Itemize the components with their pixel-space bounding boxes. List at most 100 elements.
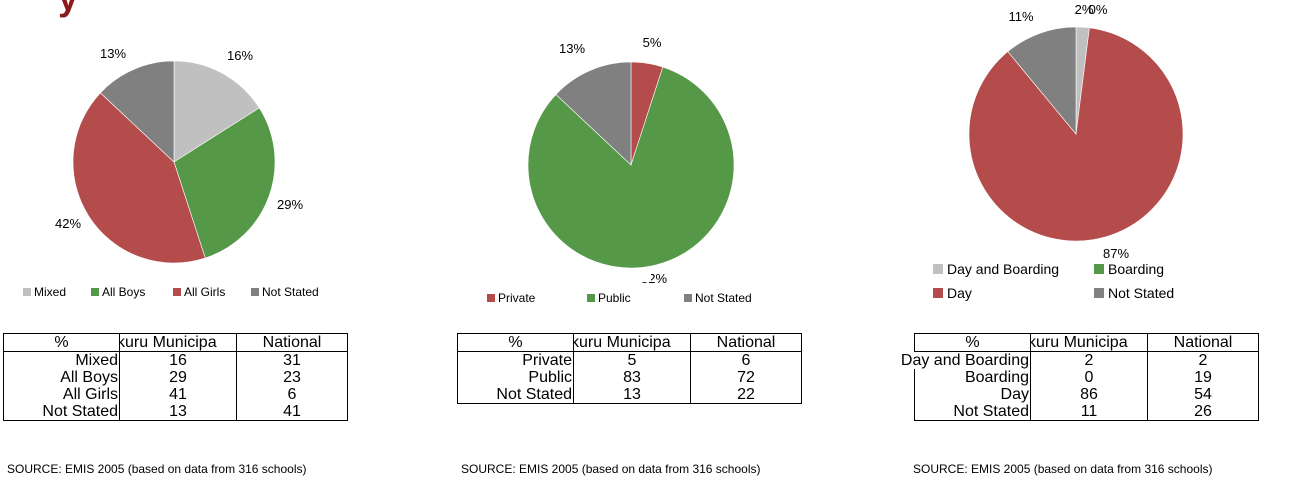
- pie-data-label-mixed: 16%: [227, 48, 253, 63]
- label-clip-mask: [1056, 244, 1096, 255]
- legend-item-all-girls: All Girls: [173, 285, 225, 299]
- pie-data-label-not-stated: 13%: [559, 41, 585, 56]
- table-cell-text: Day and Boarding: [900, 352, 1029, 369]
- table-cell: All Girls: [3, 386, 120, 403]
- table-cell: 41: [119, 386, 237, 403]
- table-cell: Not Stated: [457, 386, 574, 404]
- legend-item-day: Day: [933, 285, 972, 301]
- legend-item-boarding: Boarding: [1094, 261, 1164, 277]
- table-cell: 86: [1030, 386, 1148, 403]
- legend-swatch: [1094, 264, 1104, 274]
- table-cell: 22: [690, 386, 802, 404]
- table-row: Public 83 72: [457, 369, 802, 386]
- pie-school-type: 16% 29% 42% 13%: [55, 46, 303, 264]
- table-row: Not Stated 11 26: [914, 403, 1259, 421]
- table-cell: 29: [119, 369, 237, 386]
- table-cell: 72: [690, 369, 802, 386]
- table-row: Mixed 16 31: [3, 351, 348, 369]
- table-header-row: % kuru Municipa National: [457, 333, 802, 352]
- table-cell: Not Stated: [914, 403, 1031, 421]
- table-cell: 6: [236, 386, 348, 403]
- legend-item-not-stated: Not Stated: [684, 291, 752, 305]
- table-cell: 6: [690, 351, 802, 369]
- table-header-cell: National: [1147, 333, 1259, 352]
- table-header-cell: kuru Municipa: [1030, 333, 1148, 352]
- table-cell: 16: [119, 351, 237, 369]
- table-cell: Boarding: [914, 369, 1031, 386]
- legend-label: Not Stated: [1108, 285, 1175, 301]
- table-cell: 41: [236, 403, 348, 421]
- table-cell: 13: [573, 386, 691, 404]
- table-row: All Boys 29 23: [3, 369, 348, 386]
- pie-boarding: 2%0% 87% 11%: [968, 2, 1184, 261]
- table-header-cell: National: [690, 333, 802, 352]
- table-cell: 23: [236, 369, 348, 386]
- legend-label: Boarding: [1108, 261, 1165, 277]
- legend-item-all-boys: All Boys: [91, 285, 145, 299]
- table-cell: Private: [457, 351, 574, 369]
- pie-ownership: 5%82%13%: [527, 35, 735, 286]
- legend-swatch: [1094, 288, 1104, 298]
- label-clip-mask: [611, 272, 651, 282]
- pie-slice-not-stated: [99, 60, 175, 163]
- table-cell: 83: [573, 369, 691, 386]
- legend-swatch: [173, 288, 181, 296]
- table-school-type: % kuru Municipa National Mixed 16 31 All Boys 2…: [3, 333, 348, 421]
- table-header-row: % kuru Municipa National: [3, 333, 348, 352]
- legend-swatch: [933, 264, 943, 274]
- pie-data-label-not-stated: 11%: [1008, 9, 1033, 24]
- table-row: Not Stated 13 41: [3, 403, 348, 421]
- table-header-cell: kuru Municipa: [119, 333, 237, 352]
- legend-swatch: [933, 288, 943, 298]
- legend-swatch: [587, 294, 595, 302]
- table-header-cell: %: [3, 333, 120, 352]
- legend-swatch: [91, 288, 99, 296]
- table-boarding: % kuru Municipa National Day and Boarding 2 2…: [900, 333, 1259, 421]
- table-cell: Day and Boarding: [900, 351, 1031, 369]
- table-cell: Mixed: [3, 351, 120, 369]
- legend-swatch: [684, 294, 692, 302]
- legend-swatch: [251, 288, 259, 296]
- page-title-fragment: y: [58, 0, 78, 16]
- table-cell: Day: [914, 386, 1031, 403]
- pie-data-label-all-girls: 42%: [55, 216, 81, 231]
- table-cell: 0: [1030, 369, 1148, 386]
- pie-data-label-not-stated: 13%: [100, 46, 126, 61]
- pie-slice-not-stated: [555, 61, 632, 166]
- table-cell: 2: [1147, 351, 1259, 369]
- legend-label: Mixed: [34, 285, 67, 299]
- legend-item-public: Public: [587, 291, 631, 305]
- table-cell: 26: [1147, 403, 1259, 421]
- table-header-row: % kuru Municipa National: [914, 333, 1259, 352]
- pie-data-label-private: 5%: [643, 35, 662, 50]
- source-note-1: SOURCE: EMIS 2005 (based on data from 31…: [7, 462, 307, 476]
- table-cell: 31: [236, 351, 348, 369]
- legend-item-day-and-boarding: Day and Boarding: [933, 261, 1059, 277]
- table-cell: 5: [573, 351, 691, 369]
- pie-slice-public: [527, 66, 735, 269]
- table-cell: 19: [1147, 369, 1259, 386]
- legend-label: Day: [947, 285, 972, 301]
- table-header-cell: %: [457, 333, 574, 352]
- table-row: All Girls 41 6: [3, 386, 348, 403]
- source-note-2: SOURCE: EMIS 2005 (based on data from 31…: [461, 462, 761, 476]
- pie-slice-all-boys: [173, 107, 276, 259]
- legend-item-not-stated: Not Stated: [1094, 285, 1174, 301]
- legend-label: Public: [598, 291, 631, 305]
- table-cell: Public: [457, 369, 574, 386]
- legend-item-not-stated: Not Stated: [251, 285, 319, 299]
- table-cell: 54: [1147, 386, 1259, 403]
- table-header-cell: National: [236, 333, 348, 352]
- legend-label: Not Stated: [695, 291, 752, 305]
- table-cell: 11: [1030, 403, 1148, 421]
- table-ownership: % kuru Municipa National Private 5 6 Public 83 7…: [457, 333, 802, 404]
- legend-swatch: [23, 288, 31, 296]
- source-note-3: SOURCE: EMIS 2005 (based on data from 31…: [913, 462, 1213, 476]
- pie-data-label-day: 87%: [1103, 246, 1129, 261]
- table-header-cell: %: [914, 333, 1031, 352]
- pie-slice-not-stated: [1007, 26, 1077, 135]
- legend-label: All Girls: [184, 285, 226, 299]
- pie-data-label-day-and-boarding: 2%: [1075, 2, 1094, 17]
- table-cell: All Boys: [3, 369, 120, 386]
- pie-slice-mixed: [173, 60, 260, 163]
